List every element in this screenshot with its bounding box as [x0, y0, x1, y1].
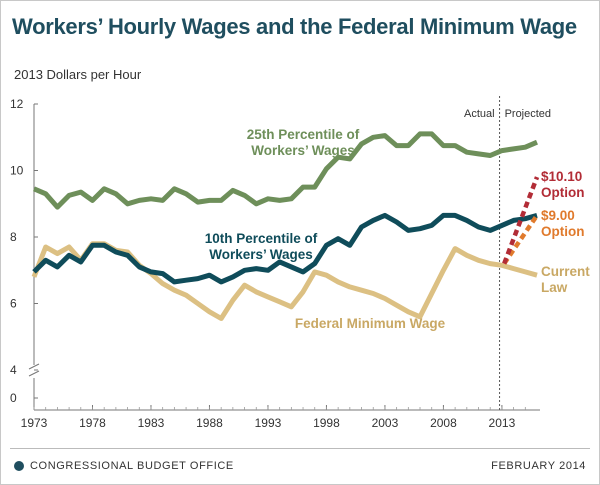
x-tick-label: 1988: [196, 416, 223, 430]
series-label-current-law: Law: [541, 280, 568, 295]
agency-credit: CONGRESSIONAL BUDGET OFFICE: [14, 460, 234, 472]
y-tick-label: 12: [10, 97, 24, 111]
x-tick-label: 1993: [255, 416, 282, 430]
series-label-opt900: $9.00: [541, 208, 575, 223]
axis-break-mark: [28, 363, 40, 370]
x-tick-label: 1973: [21, 416, 48, 430]
x-tick-label: 1998: [313, 416, 340, 430]
series-line-p10: [32, 212, 538, 285]
series-label-opt1010: Option: [541, 185, 585, 200]
actual-label: Actual: [464, 108, 495, 120]
projected-label: Projected: [505, 108, 551, 120]
y-tick-label: 4: [10, 363, 17, 377]
series-label-minwage: Federal Minimum Wage: [295, 316, 446, 331]
x-tick-label: 2008: [430, 416, 457, 430]
series-label-p25: 25th Percentile of: [247, 127, 360, 142]
axis-break-mark: [28, 370, 40, 377]
y-tick-label: 0: [10, 391, 17, 405]
series-label-current-law: Current: [541, 264, 590, 279]
y-tick-label: 6: [10, 297, 17, 311]
series-label-p10: 10th Percentile of: [205, 231, 318, 246]
footer-divider: [10, 448, 590, 449]
agency-name: CONGRESSIONAL BUDGET OFFICE: [30, 460, 234, 472]
y-tick-label: 10: [10, 164, 24, 178]
y-tick-label: 8: [10, 230, 17, 244]
cbo-logo-icon: [14, 461, 24, 471]
series-line-opt1010: [502, 176, 540, 265]
publication-date: FEBRUARY 2014: [491, 460, 586, 472]
x-tick-label: 2013: [489, 416, 516, 430]
series-label-p25: Workers’ Wages: [251, 143, 355, 158]
series-label-opt1010: $10.10: [541, 169, 582, 184]
series-line-p25: [33, 131, 538, 210]
x-tick-label: 1983: [138, 416, 165, 430]
chart-title: Workers’ Hourly Wages and the Federal Mi…: [12, 14, 577, 39]
chart-subtitle: 2013 Dollars per Hour: [14, 67, 142, 82]
x-tick-label: 2003: [372, 416, 399, 430]
series-label-opt900: Option: [541, 224, 585, 239]
series-label-p10: Workers’ Wages: [209, 247, 313, 262]
x-tick-label: 1978: [79, 416, 106, 430]
